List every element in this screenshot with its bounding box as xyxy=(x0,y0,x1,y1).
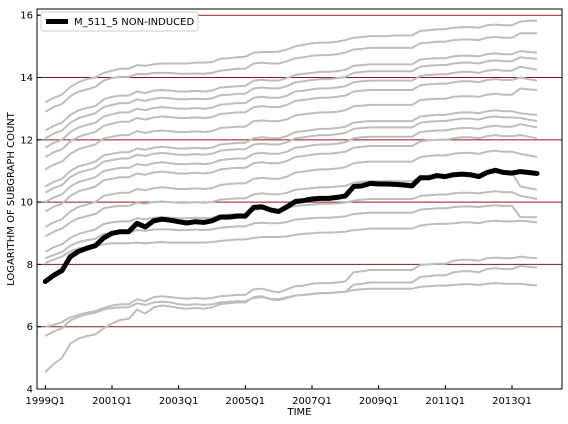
y-tick-label: 6 xyxy=(27,322,33,333)
background-series-line xyxy=(44,19,537,104)
background-series-line xyxy=(44,115,538,194)
x-tick-label: 2011Q1 xyxy=(425,396,465,407)
y-tick-label: 10 xyxy=(20,198,33,209)
background-series-line xyxy=(44,134,538,213)
x-tick-label: 2007Q1 xyxy=(292,396,332,407)
background-series-line xyxy=(44,219,538,264)
background-series-line xyxy=(45,255,538,328)
background-series-line xyxy=(44,65,538,149)
background-series-line xyxy=(44,149,538,228)
y-axis: 4 6 8 10 12 14 16 xyxy=(20,11,41,396)
legend-box xyxy=(40,11,199,32)
y-tick-label: 12 xyxy=(20,135,33,146)
background-series-line xyxy=(44,56,538,140)
background-series-line xyxy=(44,50,538,132)
legend-entry: M_511_5 NON-INDUCED xyxy=(74,17,194,28)
x-tick-label: 1999Q1 xyxy=(25,396,65,407)
x-axis: 1999Q1 2001Q1 2003Q1 2005Q1 2007Q1 2009Q1 2011… xyxy=(25,385,532,407)
y-tick-label: 16 xyxy=(20,11,33,22)
highlight-series-line xyxy=(42,167,540,284)
background-series-line xyxy=(44,87,538,171)
series-layer xyxy=(42,19,540,373)
x-tick-label: 2001Q1 xyxy=(92,396,132,407)
background-series-line xyxy=(44,282,538,373)
y-tick-label: 8 xyxy=(27,260,33,271)
background-series-line xyxy=(44,123,538,203)
y-tick-label: 4 xyxy=(27,385,33,396)
background-series-line xyxy=(44,32,537,113)
legend: M_511_5 NON-INDUCED xyxy=(40,11,199,32)
background-series-line xyxy=(44,76,538,158)
plot-frame xyxy=(36,8,563,390)
background-series-line xyxy=(44,109,538,188)
x-axis-label: TIME xyxy=(286,407,311,418)
y-tick-label: 14 xyxy=(20,73,33,84)
x-tick-label: 2003Q1 xyxy=(159,396,199,407)
y-axis-label: LOGARITHM OF SUBGRAPH COUNT xyxy=(6,111,17,286)
x-tick-label: 2009Q1 xyxy=(359,396,399,407)
x-tick-label: 2013Q1 xyxy=(492,396,532,407)
x-tick-label: 2005Q1 xyxy=(225,396,265,407)
